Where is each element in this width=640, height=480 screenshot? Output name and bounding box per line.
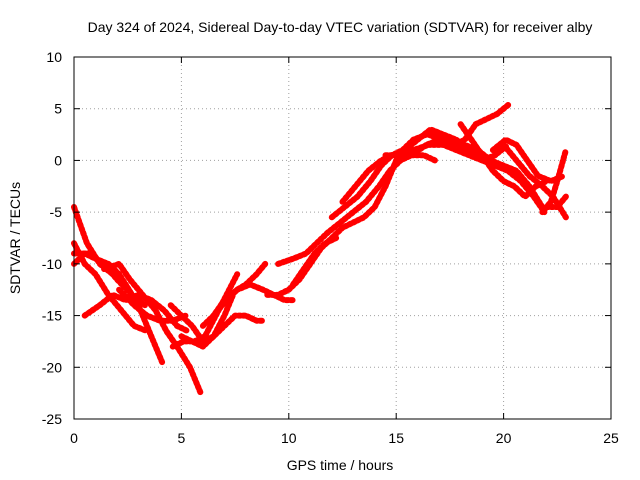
- x-axis-label: GPS time / hours: [287, 457, 394, 473]
- series-line-arc-4: [71, 250, 135, 298]
- series-line-arc-15: [290, 235, 340, 288]
- series-line-arc-14: [275, 152, 438, 267]
- series-layer: [71, 100, 569, 397]
- series-line-arc-25: [543, 193, 569, 210]
- series-line-arc-8: [167, 291, 236, 345]
- grid: [74, 57, 611, 419]
- series-line-arc-6: [101, 260, 204, 397]
- x-tick-label: 5: [178, 430, 186, 446]
- y-tick-label: 5: [54, 101, 62, 117]
- y-tick-label: -15: [42, 308, 62, 324]
- x-tick-label: 25: [603, 430, 619, 446]
- series-line-arc-21: [457, 121, 550, 200]
- series-line-arc-18: [382, 141, 548, 216]
- series-line-arc-7: [116, 286, 189, 324]
- series-line-arc-12: [210, 260, 269, 319]
- series-line-arc-23: [500, 141, 569, 221]
- y-tick-label: -5: [50, 204, 63, 220]
- x-tick-label: 15: [388, 430, 404, 446]
- series-line-arc-22: [489, 136, 567, 185]
- x-tick-label: 10: [281, 430, 297, 446]
- chart-title: Day 324 of 2024, Sidereal Day-to-day VTE…: [88, 19, 593, 35]
- y-tick-label: 10: [46, 49, 62, 65]
- y-tick-label: 0: [54, 152, 62, 168]
- axis-ticks: [73, 56, 612, 420]
- x-tick-label: 0: [70, 430, 78, 446]
- series-line-arc-10: [178, 312, 266, 350]
- series-line-arc-19: [393, 136, 546, 210]
- plot-frame: [73, 56, 612, 420]
- y-tick-label: -20: [42, 359, 62, 375]
- y-axis-label: SDTVAR / TECUs: [7, 182, 23, 294]
- x-tick-label: 20: [496, 430, 512, 446]
- series-line-arc-20: [425, 100, 513, 148]
- y-tick-label: -25: [42, 411, 62, 427]
- y-tick-label: -10: [42, 256, 62, 272]
- series-line-arc-17: [339, 126, 511, 205]
